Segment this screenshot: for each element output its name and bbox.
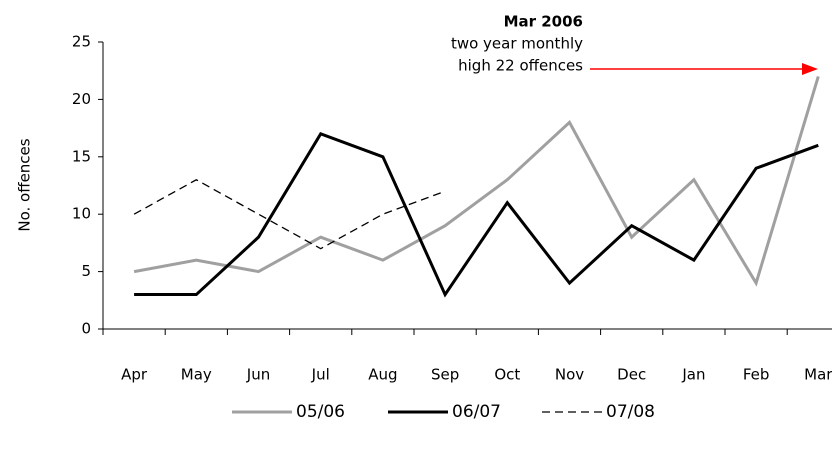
y-tick-label: 25 [72,33,91,51]
y-tick-label: 20 [72,90,91,108]
annotation-title: Mar 2006 [504,13,583,31]
x-tick-label: May [181,366,212,384]
x-tick-label: Jul [311,366,330,384]
legend-label: 05/06 [296,402,345,422]
y-tick-label: 10 [72,205,91,223]
annotation-text: two year monthly [451,35,583,53]
x-tick-label: Mar [804,366,832,384]
series-line [133,76,820,287]
y-tick-label: 0 [81,320,91,338]
x-tick-label: Feb [743,366,770,384]
annotation-text: high 22 offences [458,57,583,75]
x-tick-label: Aug [368,366,397,384]
x-tick-label: Dec [617,366,646,384]
x-tick-label: Jun [246,366,270,384]
y-tick-label: 5 [81,262,91,280]
x-tick-label: Apr [121,366,148,384]
x-tick-label: Oct [494,366,520,384]
series-line [134,132,819,298]
y-tick-label: 15 [72,147,91,165]
x-tick-label: Jan [681,366,705,384]
legend-label: 06/07 [452,402,501,422]
x-tick-label: Nov [555,366,584,384]
x-tick-label: Sep [431,366,459,384]
y-axis-label: No. offences [16,138,34,231]
series-line [133,179,446,250]
legend-label: 07/08 [606,402,655,422]
annotation-arrowhead [802,63,818,75]
